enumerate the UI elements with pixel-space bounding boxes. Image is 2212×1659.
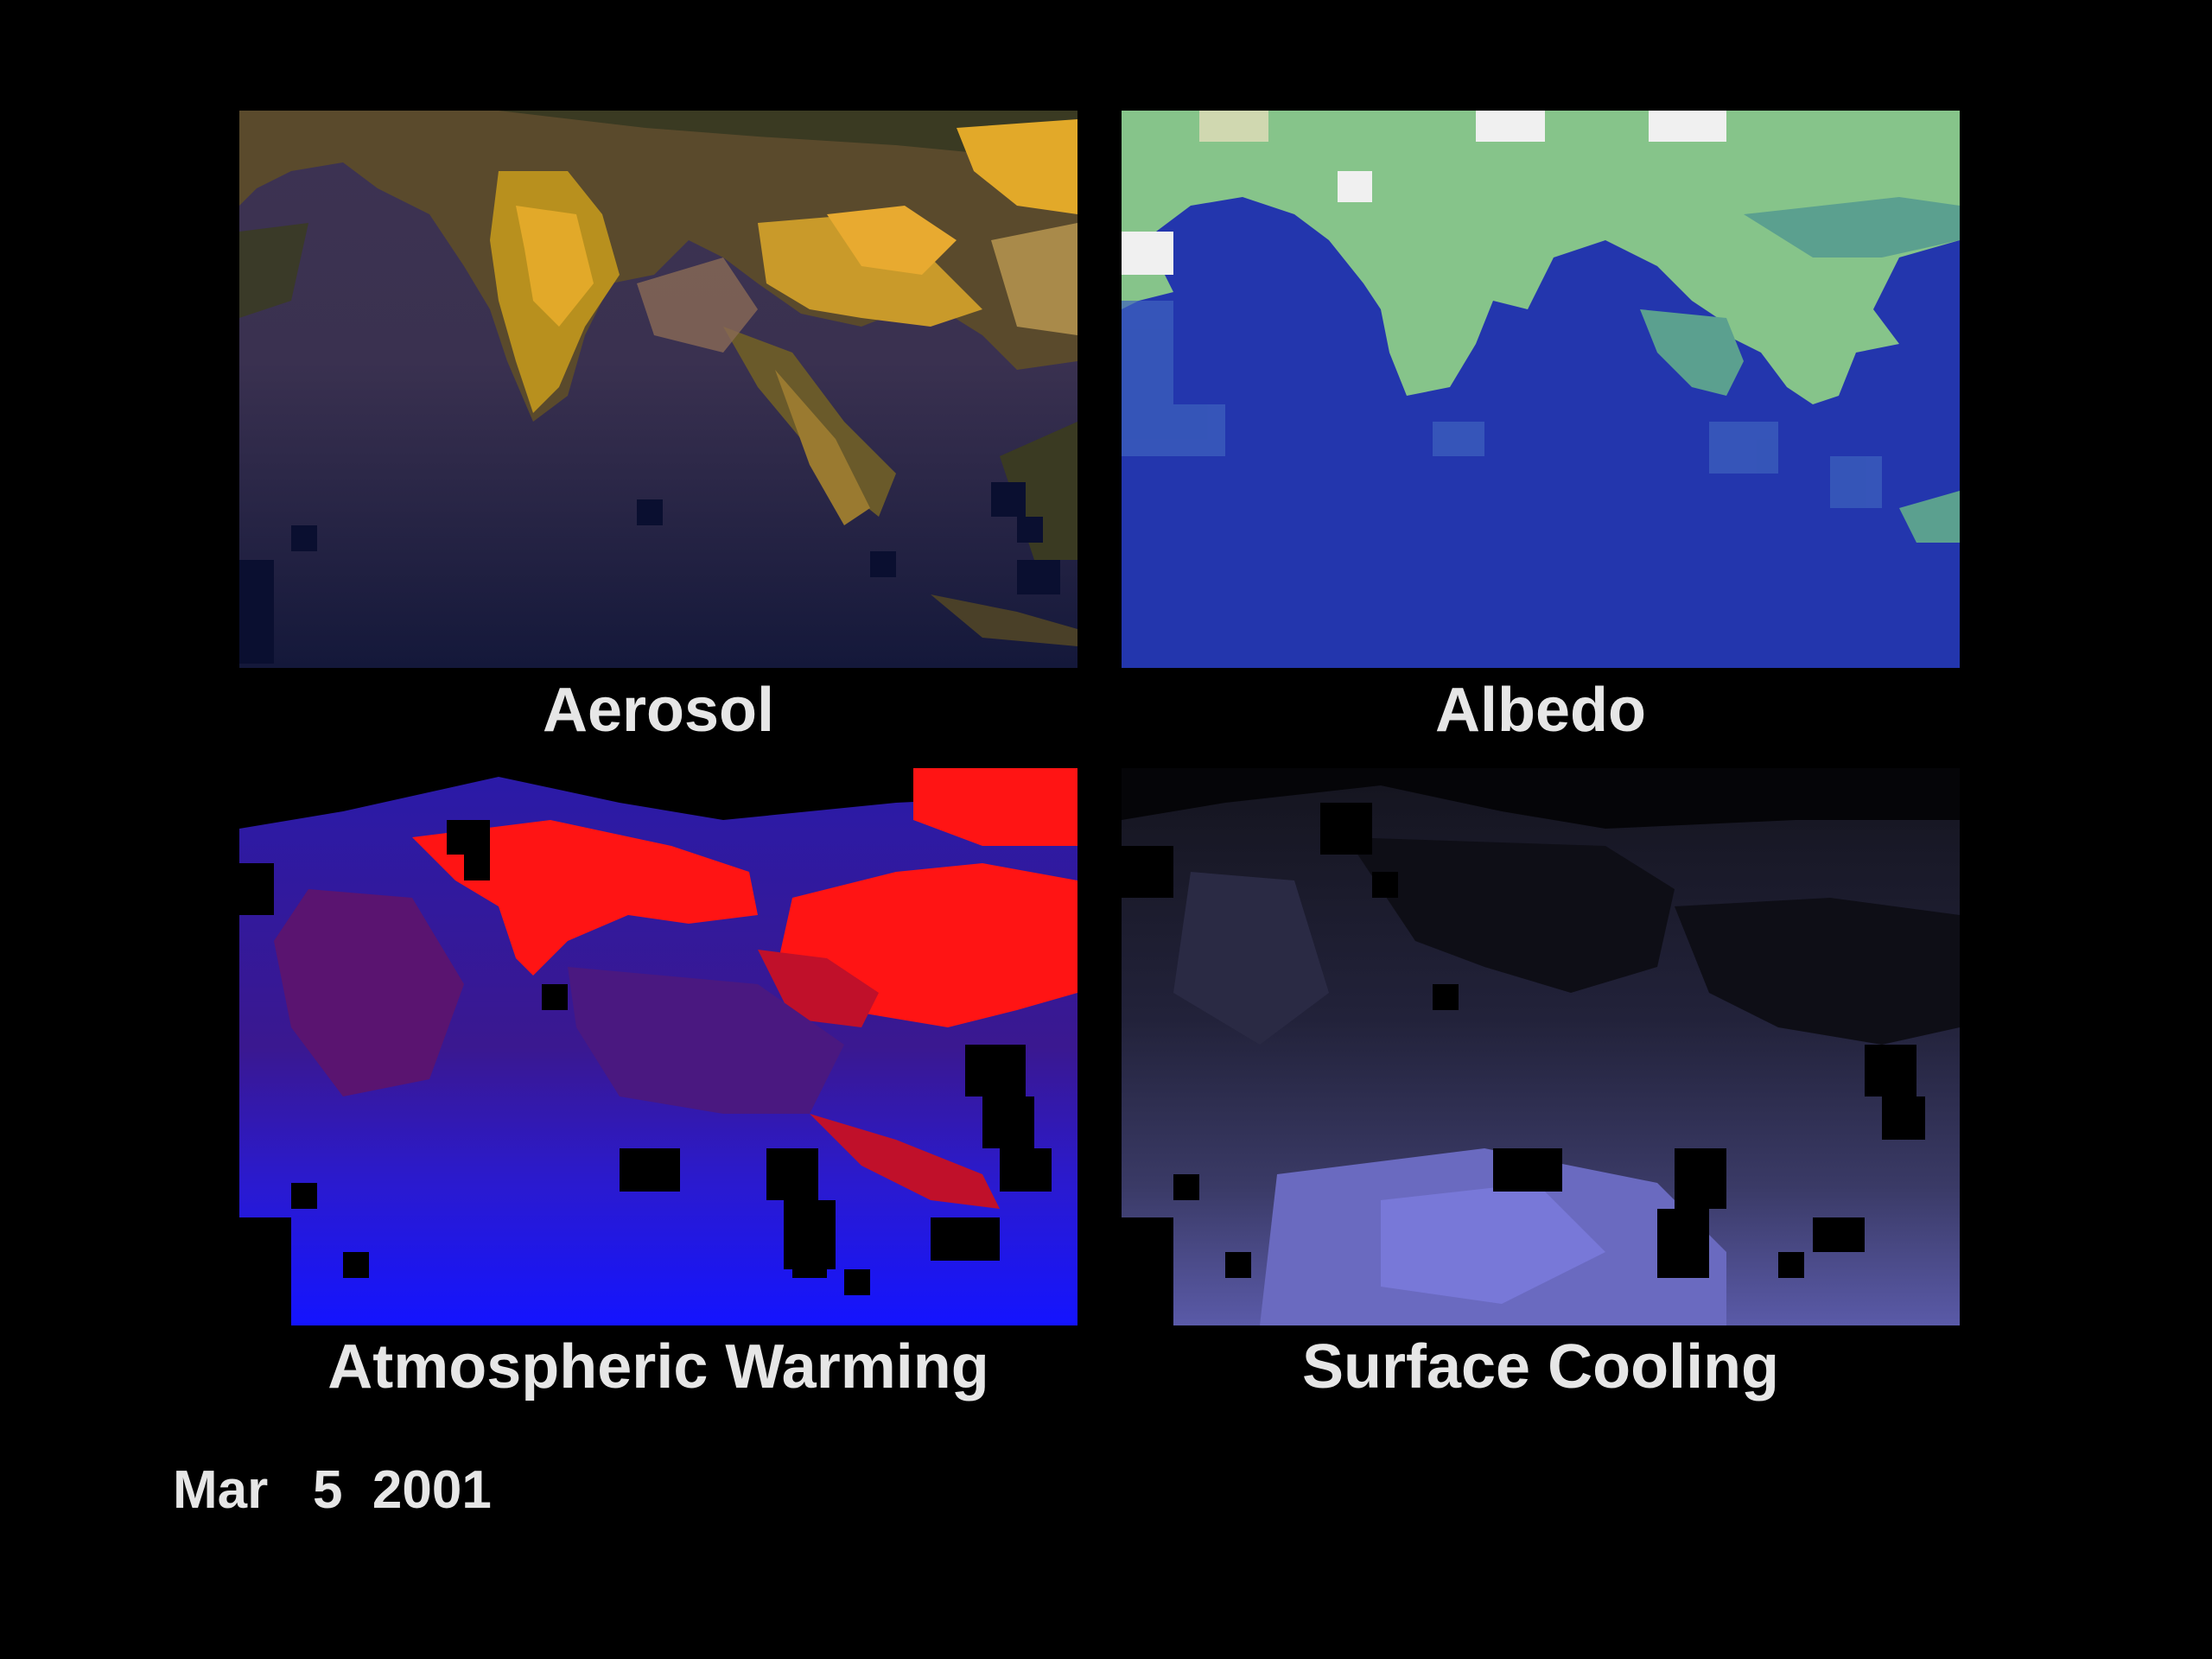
date-stamp: Mar 5 2001 [173, 1460, 492, 1521]
atmospheric-warming-map-panel [239, 768, 1077, 1325]
surface-cooling-map-image [1122, 768, 1960, 1325]
surface-cooling-label: Surface Cooling [1301, 1332, 1780, 1402]
atmospheric-warming-map-image [239, 768, 1077, 1325]
aerosol-label: Aerosol [542, 676, 775, 745]
date-month: Mar [173, 1460, 269, 1520]
date-year: 2001 [372, 1460, 492, 1520]
albedo-map-panel [1122, 111, 1960, 668]
albedo-label: Albedo [1435, 676, 1646, 745]
albedo-map-image [1122, 111, 1960, 668]
surface-cooling-map-panel [1122, 768, 1960, 1325]
date-day: 5 [312, 1460, 343, 1520]
atmospheric-warming-label: Atmospheric Warming [327, 1332, 989, 1402]
aerosol-map-image [239, 111, 1077, 668]
aerosol-map-panel [239, 111, 1077, 668]
